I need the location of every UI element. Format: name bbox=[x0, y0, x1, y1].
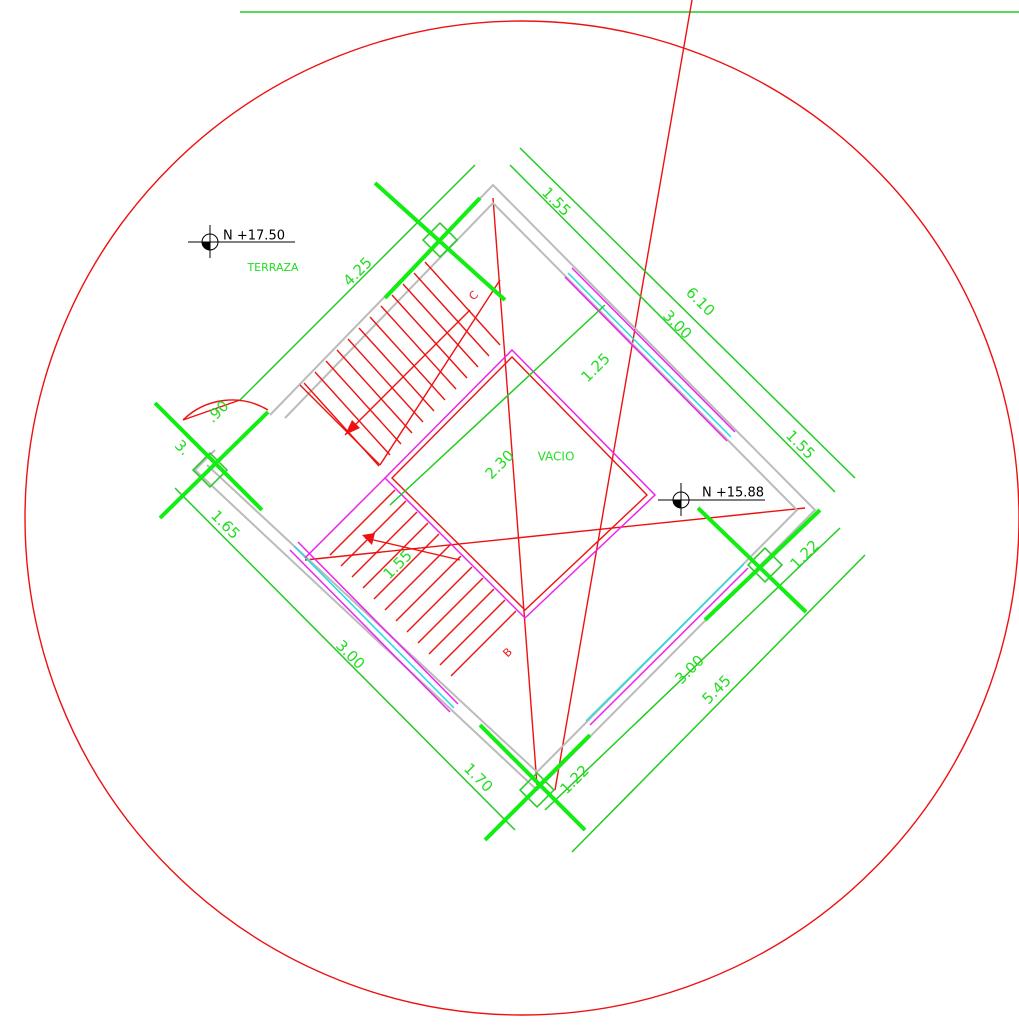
area-label: TERRAZA bbox=[246, 261, 299, 274]
level-label: N +15.88 bbox=[702, 486, 764, 501]
area-label: VACIO bbox=[538, 450, 575, 464]
floor-plan: N +17.50 N +15.88 TERRAZA VACIO 4.25 1.5… bbox=[0, 0, 1019, 1035]
level-label: N +17.50 bbox=[223, 229, 285, 244]
background bbox=[0, 0, 1019, 1035]
